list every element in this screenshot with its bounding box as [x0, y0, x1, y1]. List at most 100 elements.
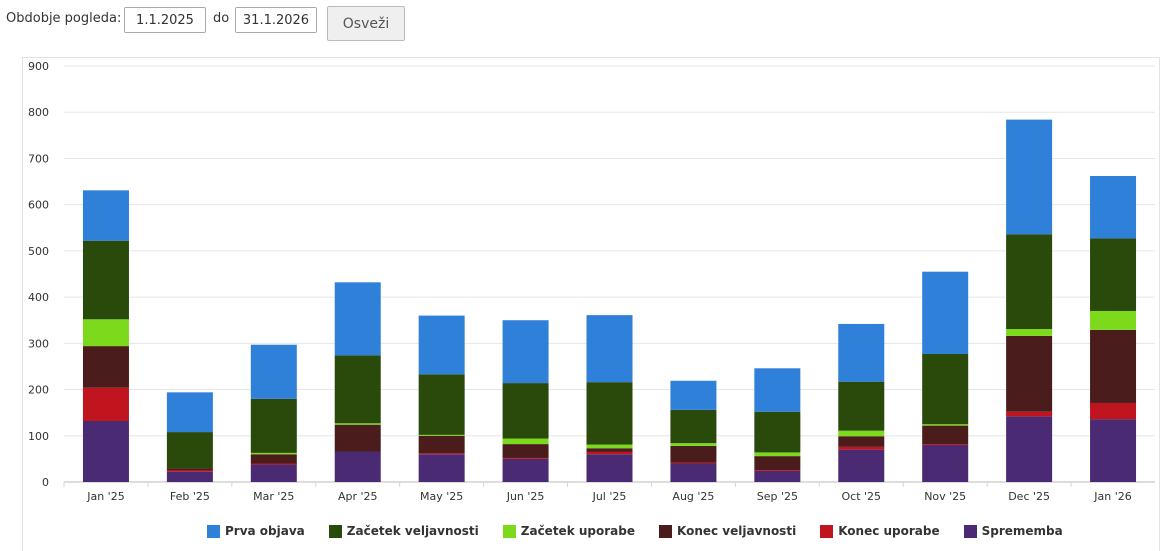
bar-segment[interactable] [754, 452, 801, 457]
bar-segment[interactable] [922, 425, 969, 445]
bar-segment[interactable] [922, 424, 969, 426]
y-tick-label: 100 [28, 430, 49, 443]
bar-segment[interactable] [502, 438, 549, 445]
bar-segment[interactable] [166, 468, 213, 471]
bar-segment[interactable] [838, 381, 885, 431]
y-tick-label: 900 [28, 60, 49, 73]
bar-segment[interactable] [502, 320, 549, 384]
bar-segment[interactable] [754, 469, 801, 471]
bar-segment[interactable] [1090, 329, 1137, 403]
bar-segment[interactable] [502, 458, 549, 482]
bar-segment[interactable] [250, 398, 297, 453]
bar-segment[interactable] [670, 462, 717, 464]
bar-segment[interactable] [922, 444, 969, 446]
bar-segment[interactable] [754, 456, 801, 470]
bar-segment[interactable] [1006, 411, 1053, 417]
bar-segment[interactable] [418, 434, 465, 436]
bar-segment[interactable] [922, 353, 969, 425]
bar-segment[interactable] [418, 453, 465, 455]
to-label: do [213, 11, 230, 26]
bar-segment[interactable] [82, 346, 129, 388]
bar-segment[interactable] [1090, 310, 1137, 330]
bar-segment[interactable] [334, 355, 381, 424]
bar-segment[interactable] [1006, 234, 1053, 330]
bar-segment[interactable] [1090, 238, 1137, 311]
bar-segment[interactable] [82, 387, 129, 421]
bar-segment[interactable] [670, 445, 717, 463]
bar-segment[interactable] [250, 344, 297, 399]
bar-segment[interactable] [838, 430, 885, 437]
legend-label: Konec uporabe [838, 524, 940, 538]
bar-segment[interactable] [838, 323, 885, 382]
bar-segment[interactable] [754, 368, 801, 412]
legend-item[interactable]: Konec veljavnosti [658, 524, 796, 538]
bar-segment[interactable] [502, 444, 549, 458]
bar-segment[interactable] [670, 380, 717, 410]
bar-segment[interactable] [1090, 402, 1137, 420]
bar-segment[interactable] [1006, 329, 1053, 336]
bar-segment[interactable] [334, 423, 381, 425]
bar-segment[interactable] [166, 471, 213, 482]
bar-segment[interactable] [1006, 119, 1053, 235]
x-tick-label: Jul '25 [592, 490, 627, 503]
bar-segment[interactable] [250, 464, 297, 482]
bar-segment[interactable] [1006, 416, 1053, 482]
bar-segment[interactable] [82, 420, 129, 482]
legend-swatch [328, 524, 342, 538]
legend-item[interactable]: Sprememba [963, 524, 1063, 538]
x-tick-label: Feb '25 [170, 490, 210, 503]
refresh-button[interactable]: Osveži [327, 6, 405, 41]
bar-segment[interactable] [1090, 176, 1137, 239]
bar-segment[interactable] [670, 463, 717, 482]
bar-segment[interactable] [586, 444, 633, 449]
bar-segment[interactable] [82, 240, 129, 320]
date-to-input[interactable] [235, 7, 317, 33]
bar-segment[interactable] [670, 443, 717, 446]
bar-segment[interactable] [838, 446, 885, 450]
bar-segment[interactable] [586, 451, 633, 455]
bar-segment[interactable] [586, 448, 633, 452]
bar-segment[interactable] [502, 457, 549, 459]
x-tick-label: Jan '25 [86, 490, 124, 503]
bar-segment[interactable] [418, 315, 465, 375]
legend-item[interactable]: Konec uporabe [820, 524, 940, 538]
bar-segment[interactable] [334, 282, 381, 356]
bar-segment[interactable] [838, 436, 885, 447]
x-tick-label: May '25 [420, 490, 463, 503]
bar-segment[interactable] [334, 451, 381, 482]
bar-segment[interactable] [838, 449, 885, 482]
bar-segment[interactable] [82, 190, 129, 241]
bar-segment[interactable] [502, 383, 549, 439]
bar-segment[interactable] [418, 374, 465, 435]
bar-segment[interactable] [586, 454, 633, 482]
bar-segment[interactable] [250, 452, 297, 455]
bar-segment[interactable] [418, 435, 465, 454]
bar-segment[interactable] [166, 432, 213, 469]
bar-segment[interactable] [82, 319, 129, 347]
bar-segment[interactable] [922, 445, 969, 482]
bar-segment[interactable] [670, 409, 717, 444]
bar-segment[interactable] [586, 315, 633, 383]
bar-segment[interactable] [754, 411, 801, 453]
bar-segment[interactable] [418, 454, 465, 482]
bar-segment[interactable] [586, 382, 633, 445]
bar-segment[interactable] [754, 470, 801, 482]
bar-segment[interactable] [250, 454, 297, 464]
legend-item[interactable]: Začetek uporabe [502, 524, 635, 538]
legend-item[interactable]: Prva objava [207, 524, 305, 538]
date-from-input[interactable] [124, 7, 206, 33]
y-tick-label: 800 [28, 106, 49, 119]
bar-segment[interactable] [1090, 419, 1137, 482]
bar-segment[interactable] [334, 424, 381, 452]
y-tick-label: 500 [28, 245, 49, 258]
legend-label: Prva objava [225, 524, 305, 538]
bar-segment[interactable] [250, 463, 297, 465]
bar-segment[interactable] [166, 470, 213, 472]
bar-segment[interactable] [1006, 335, 1053, 412]
bar-segment[interactable] [922, 271, 969, 354]
legend-label: Začetek veljavnosti [346, 524, 479, 538]
legend-item[interactable]: Začetek veljavnosti [328, 524, 479, 538]
x-tick-label: Aug '25 [672, 490, 714, 503]
bar-segment[interactable] [166, 392, 213, 433]
legend-swatch [207, 524, 220, 538]
